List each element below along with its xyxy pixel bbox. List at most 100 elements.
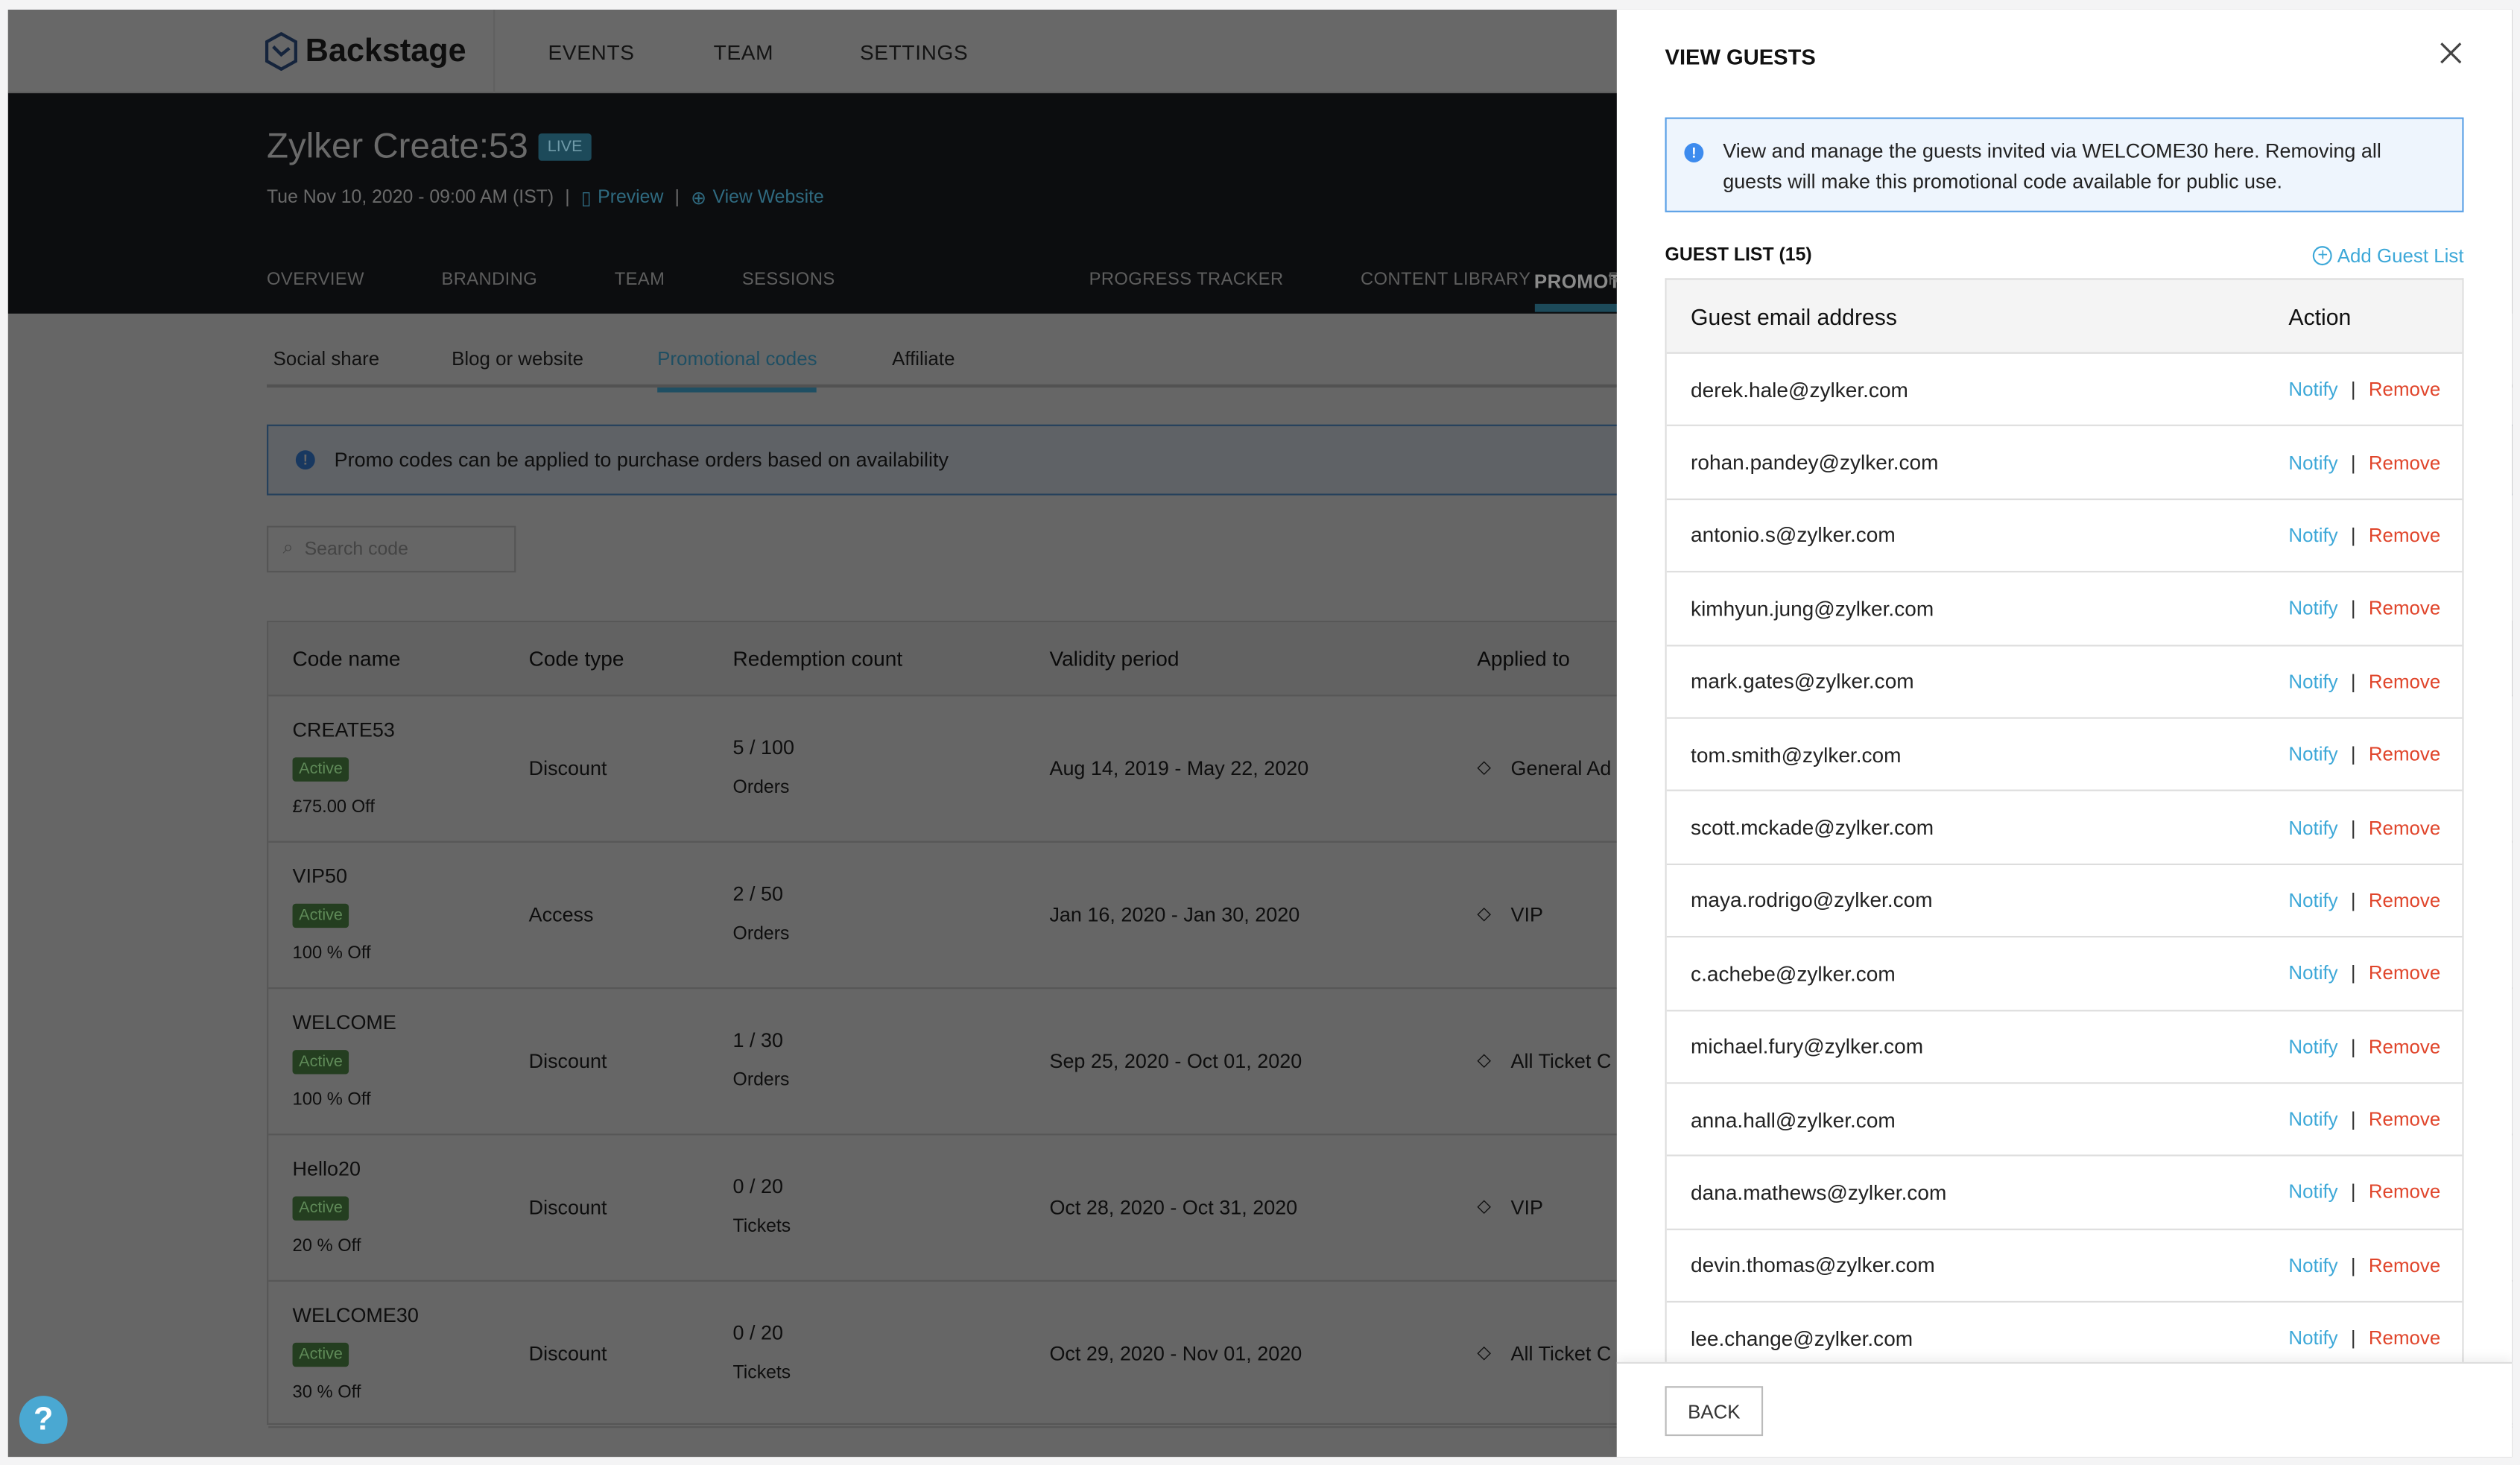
nav-settings[interactable]: SETTINGS (859, 39, 969, 65)
preview-label: Preview (598, 188, 664, 208)
table-row[interactable]: VIP50 Active 100 % Off Access 2 / 50 Orders Ja… (268, 843, 2513, 990)
guest-row: anna.hall@zylker.com Notify | Remove (1666, 1083, 2463, 1157)
tab-content-library[interactable]: CONTENT LIBRARY (1361, 270, 1531, 290)
plus-circle-icon: + (2313, 246, 2333, 266)
nav-events[interactable]: EVENTS (548, 39, 635, 65)
notify-link[interactable]: Notify (2288, 524, 2338, 547)
redemption-count: 1 / 30 (732, 1029, 784, 1052)
add-guest-list-button[interactable]: + Add Guest List (2313, 244, 2464, 267)
backstage-logo-icon (265, 32, 298, 71)
remove-link[interactable]: Remove (2368, 670, 2441, 693)
view-website-link[interactable]: ⊕ View Website (691, 186, 824, 209)
guest-actions: Notify | Remove (2288, 1035, 2440, 1057)
info-icon: ! (295, 450, 315, 470)
table-row[interactable]: WELCOME30 Active 30 % Off Discount 0 / 20 Tic… (268, 1282, 2513, 1428)
guest-email: scott.mckade@zylker.com (1691, 815, 1934, 840)
remove-link[interactable]: Remove (2368, 1108, 2441, 1131)
notify-link[interactable]: Notify (2288, 1108, 2338, 1131)
remove-link[interactable]: Remove (2368, 816, 2441, 839)
guest-row: tom.smith@zylker.com Notify | Remove (1666, 719, 2463, 792)
notify-link[interactable]: Notify (2288, 1035, 2338, 1058)
remove-link[interactable]: Remove (2368, 597, 2441, 620)
table-row[interactable]: WELCOME Active 100 % Off Discount 1 / 30 Orde… (268, 989, 2513, 1136)
remove-link[interactable]: Remove (2368, 962, 2441, 985)
table-row[interactable]: Hello20 Active 20 % Off Discount 0 / 20 Ticke… (268, 1136, 2513, 1282)
remove-link[interactable]: Remove (2368, 378, 2441, 401)
code-name: CREATE53 (292, 718, 395, 741)
remove-link[interactable]: Remove (2368, 1181, 2441, 1204)
guest-row: antonio.s@zylker.com Notify | Remove (1666, 500, 2463, 573)
validity-period: Jan 16, 2020 - Jan 30, 2020 (1049, 903, 1300, 927)
guest-actions: Notify | Remove (2288, 597, 2440, 619)
guest-row: lee.change@zylker.com Notify | Remove (1667, 1303, 2463, 1362)
action-separator: | (2350, 524, 2356, 547)
tab-branding[interactable]: BRANDING (441, 270, 538, 290)
guest-email: antonio.s@zylker.com (1691, 523, 1896, 548)
subtab-affiliate[interactable]: Affiliate (892, 347, 955, 370)
tab-team[interactable]: TEAM (614, 270, 665, 290)
validity-period: Aug 14, 2019 - May 22, 2020 (1049, 757, 1309, 780)
guest-actions: Notify | Remove (2288, 379, 2440, 401)
guest-row: dana.mathews@zylker.com Notify | Remove (1666, 1157, 2463, 1230)
redemption-unit: Orders (732, 778, 790, 798)
action-separator: | (2350, 889, 2356, 912)
close-icon[interactable] (2437, 39, 2466, 68)
guest-actions: Notify | Remove (2288, 816, 2440, 838)
guest-info-banner: ! View and manage the guests invited via … (1665, 117, 2464, 212)
guest-email: c.achebe@zylker.com (1691, 961, 1896, 986)
help-button[interactable]: ? (19, 1396, 68, 1444)
subtab-blog[interactable]: Blog or website (452, 347, 584, 370)
guest-row: devin.thomas@zylker.com Notify | Remove (1666, 1230, 2463, 1303)
guest-actions: Notify | Remove (2288, 1108, 2440, 1130)
notify-link[interactable]: Notify (2288, 1181, 2338, 1204)
validity-period: Oct 29, 2020 - Nov 01, 2020 (1049, 1342, 1302, 1366)
notify-link[interactable]: Notify (2288, 962, 2338, 985)
tab-progress-tracker[interactable]: PROGRESS TRACKER (1089, 270, 1284, 290)
action-separator: | (2350, 597, 2356, 620)
separator: | (674, 188, 680, 208)
action-separator: | (2350, 962, 2356, 985)
subtab-promotional-codes[interactable]: Promotional codes (657, 347, 817, 393)
remove-link[interactable]: Remove (2368, 524, 2441, 547)
search-code-input[interactable]: ⌕ Search code (267, 525, 516, 573)
column-header: Redemption count (732, 646, 903, 671)
preview-link[interactable]: ▯ Preview (581, 186, 664, 209)
guest-actions: Notify | Remove (2288, 1327, 2440, 1349)
guest-email: dana.mathews@zylker.com (1691, 1180, 1947, 1205)
brand-logo[interactable]: Backstage (265, 32, 466, 71)
tab-sessions[interactable]: SESSIONS (741, 270, 835, 290)
notify-link[interactable]: Notify (2288, 597, 2338, 620)
remove-link[interactable]: Remove (2368, 1326, 2441, 1350)
guest-row: scott.mckade@zylker.com Notify | Remove (1666, 791, 2463, 865)
event-datetime: Tue Nov 10, 2020 - 09:00 AM (IST) (267, 188, 554, 208)
subtab-social-share[interactable]: Social share (273, 347, 380, 370)
redemption-unit: Orders (732, 924, 790, 944)
status-badge: Active (292, 1342, 349, 1367)
back-button[interactable]: BACK (1665, 1386, 1764, 1437)
notify-link[interactable]: Notify (2288, 1253, 2338, 1277)
table-row[interactable]: CREATE53 Active £75.00 Off Discount 5 / 100 O… (268, 696, 2513, 843)
guest-list-label: GUEST LIST (15) (1665, 246, 1812, 266)
status-badge: Active (292, 903, 349, 928)
notify-link[interactable]: Notify (2288, 816, 2338, 839)
redemption-unit: Tickets (732, 1217, 791, 1237)
remove-link[interactable]: Remove (2368, 743, 2441, 766)
notify-link[interactable]: Notify (2288, 743, 2338, 766)
notify-link[interactable]: Notify (2288, 451, 2338, 474)
remove-link[interactable]: Remove (2368, 451, 2441, 474)
action-separator: | (2350, 1181, 2356, 1204)
remove-link[interactable]: Remove (2368, 1253, 2441, 1277)
remove-link[interactable]: Remove (2368, 1035, 2441, 1058)
column-header: Applied to (1477, 646, 1570, 671)
notify-link[interactable]: Notify (2288, 670, 2338, 693)
redemption-count: 5 / 100 (732, 736, 795, 759)
remove-link[interactable]: Remove (2368, 889, 2441, 912)
nav-team[interactable]: TEAM (713, 39, 774, 65)
applied-to: All Ticket C (1510, 1050, 1612, 1073)
notify-link[interactable]: Notify (2288, 1326, 2338, 1350)
ticket-icon: ⬦ (1477, 756, 1492, 779)
notify-link[interactable]: Notify (2288, 889, 2338, 912)
notify-link[interactable]: Notify (2288, 378, 2338, 401)
code-name: WELCOME (292, 1011, 396, 1034)
tab-overview[interactable]: OVERVIEW (267, 270, 364, 290)
